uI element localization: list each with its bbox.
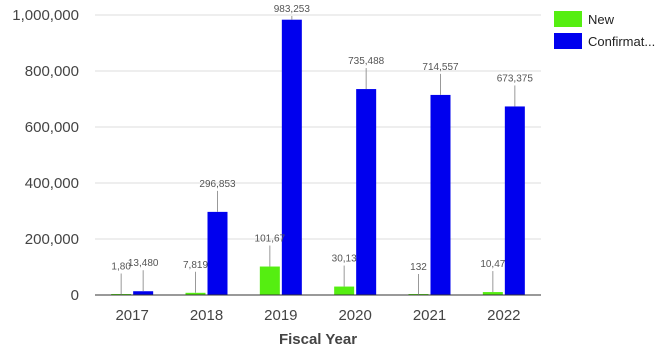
bar-new[interactable] [482, 292, 503, 295]
x-tick-label: 2018 [190, 307, 223, 324]
data-label: 983,253 [274, 4, 311, 15]
data-label: 13,480 [128, 258, 159, 269]
y-tick-label: 0 [71, 287, 79, 304]
legend[interactable]: New Confirmat... [554, 11, 655, 49]
data-label: 1,80 [111, 261, 131, 272]
data-label: 10,47 [480, 259, 505, 270]
data-label: 30,13 [332, 254, 357, 265]
data-label: 132 [410, 262, 427, 273]
y-tick-label: 1,000,000 [12, 7, 79, 24]
x-tick-label: 2022 [487, 307, 520, 324]
x-tick-label: 2019 [264, 307, 297, 324]
legend-label[interactable]: New [588, 12, 615, 27]
y-tick-label: 600,000 [25, 119, 79, 136]
data-label: 673,375 [497, 73, 534, 84]
data-label: 296,853 [199, 179, 236, 190]
x-axis-ticks: 2017 2018 2019 2020 2021 2022 [115, 307, 520, 324]
x-tick-label: 2017 [115, 307, 148, 324]
bar-new[interactable] [334, 286, 355, 295]
bar-new[interactable] [185, 292, 206, 295]
bar-confirmat[interactable] [207, 211, 228, 295]
legend-swatch[interactable] [554, 33, 582, 49]
bar-new[interactable] [259, 266, 280, 295]
legend-label[interactable]: Confirmat... [588, 34, 655, 49]
bar-confirmat[interactable] [504, 106, 525, 295]
x-axis-title: Fiscal Year [279, 331, 357, 348]
bar-confirmat[interactable] [430, 94, 451, 295]
data-label: 714,557 [422, 62, 459, 73]
legend-swatch[interactable] [554, 11, 582, 27]
x-tick-label: 2021 [413, 307, 446, 324]
gridlines [95, 14, 541, 240]
data-label: 735,488 [348, 56, 385, 67]
bar-confirmat[interactable] [281, 19, 302, 296]
data-label: 7,819 [183, 260, 208, 271]
y-tick-label: 200,000 [25, 231, 79, 248]
y-tick-label: 800,000 [25, 63, 79, 80]
data-label: 101,67 [255, 234, 286, 245]
bar-confirmat[interactable] [356, 89, 377, 296]
y-axis-ticks: 0 200,000 400,000 600,000 800,000 1,000,000 [12, 7, 79, 304]
x-tick-label: 2020 [338, 307, 371, 324]
bars [111, 19, 525, 296]
bar-confirmat[interactable] [133, 291, 154, 295]
y-tick-label: 400,000 [25, 175, 79, 192]
